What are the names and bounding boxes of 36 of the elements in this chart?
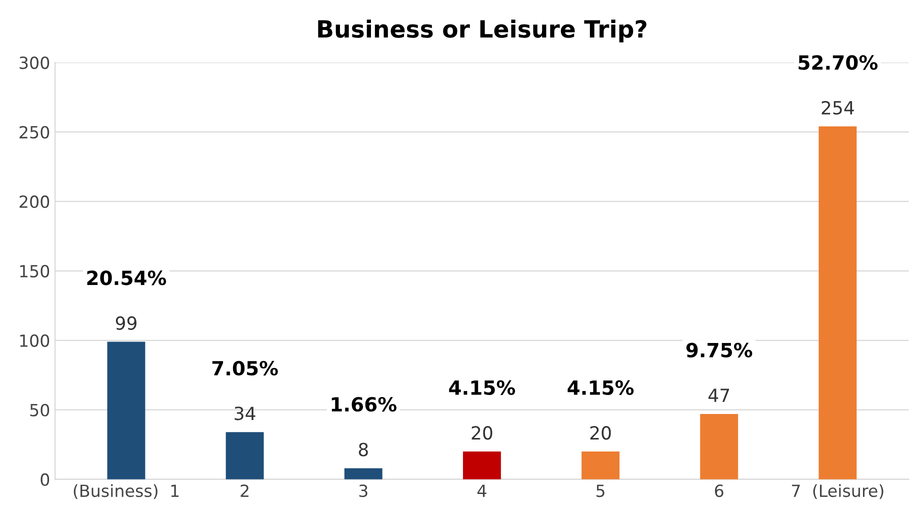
y-tick-label: 50 <box>30 404 50 416</box>
annotation: 52.70% <box>798 55 878 70</box>
y-tick-label: 250 <box>20 126 50 139</box>
annotation: 4.15% <box>568 380 634 395</box>
data-label: 8 <box>358 442 368 456</box>
y-tick-label: 100 <box>20 334 50 347</box>
bar <box>226 432 264 480</box>
x-tick-label: 6 <box>714 484 724 498</box>
y-tick-label: 200 <box>20 195 50 208</box>
bar <box>107 342 146 480</box>
x-tick-label: 3 <box>359 484 368 498</box>
y-tick-label: 150 <box>20 264 50 278</box>
data-label: 20 <box>590 426 611 440</box>
bar <box>462 452 501 480</box>
x-tick-label: 7 (Leisure) <box>792 484 884 500</box>
x-tick-label: 2 <box>240 484 248 497</box>
y-tick-label: 0 <box>40 473 50 486</box>
data-label: 34 <box>234 406 256 420</box>
data-label: 20 <box>472 426 492 440</box>
x-tick-label: 4 <box>477 484 486 497</box>
data-label: 47 <box>708 388 730 402</box>
x-tick-label: 5 <box>596 484 604 498</box>
annotation: 20.54% <box>87 270 166 286</box>
annotation: 9.75% <box>686 342 752 358</box>
annotation: 7.05% <box>212 360 278 376</box>
annotation: 1.66% <box>332 396 396 412</box>
chart-title: Business or Leisure Trip? <box>318 20 646 42</box>
annotation: 4.15% <box>449 380 516 395</box>
bar <box>818 126 857 480</box>
y-tick-label: 300 <box>20 56 50 70</box>
bar <box>582 452 620 480</box>
data-label: 99 <box>116 316 136 330</box>
bar <box>700 414 738 480</box>
x-tick-label: (Business) 1 <box>74 484 179 500</box>
data-label: 254 <box>822 100 854 115</box>
bar <box>344 468 382 480</box>
